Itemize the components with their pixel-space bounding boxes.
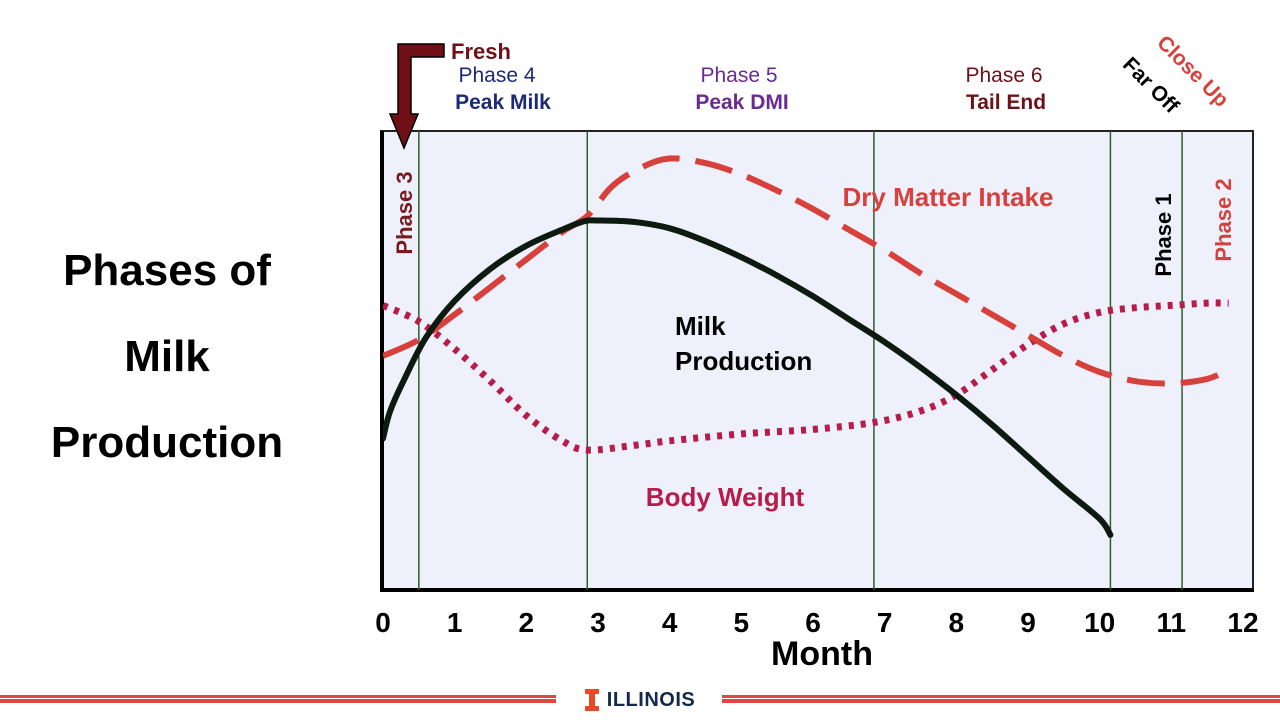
series-line-dmi — [383, 155, 1230, 387]
fresh-arrow — [388, 43, 445, 150]
x-tick-label-4: 4 — [662, 607, 678, 638]
footer-bar-right — [722, 695, 1280, 703]
x-axis-label: Month — [771, 635, 873, 673]
body-weight-label: Body Weight — [646, 482, 805, 512]
x-tick-label-11: 11 — [1157, 607, 1187, 638]
plot-background — [383, 131, 1253, 590]
dmi-label: Dry Matter Intake — [843, 182, 1054, 212]
illinois-brand: ILLINOIS — [560, 686, 720, 714]
phase3-label: Phase 3 — [392, 171, 417, 254]
fresh-label: Fresh — [451, 39, 511, 64]
series-layer — [383, 155, 1230, 538]
x-tick-label-1: 1 — [447, 607, 463, 638]
phase5-sub: Peak DMI — [695, 91, 788, 114]
x-tick-label-7: 7 — [877, 607, 893, 638]
side-title: Phases of Milk Production — [22, 228, 312, 486]
phase6-sub: Tail End — [966, 91, 1046, 114]
phase4-name: Phase 4 — [458, 64, 535, 87]
x-tick-label-10: 10 — [1084, 607, 1115, 638]
footer-bar-left — [0, 695, 556, 703]
phase4-sub: Peak Milk — [455, 91, 551, 114]
side-title-line-2: Milk — [124, 332, 210, 381]
x-tick-label-3: 3 — [590, 607, 606, 638]
phase6-name: Phase 6 — [965, 64, 1042, 87]
x-tick-labels: 0 1 2 3 4 5 6 7 8 9 10 11 12 — [375, 607, 1258, 638]
side-title-line-1: Phases of — [63, 246, 271, 295]
milk-label-line-2: Production — [675, 346, 812, 376]
illinois-block-i-icon — [584, 689, 599, 711]
side-title-line-3: Production — [50, 418, 284, 467]
x-tick-label-6: 6 — [805, 607, 821, 638]
x-tick-label-5: 5 — [734, 607, 750, 638]
series-line-milk — [383, 217, 1114, 538]
x-tick-label-8: 8 — [949, 607, 965, 638]
milk-label-line-1: Milk — [675, 311, 726, 341]
phase1-label: Phase 1 — [1151, 193, 1176, 276]
x-tick-label-2: 2 — [519, 607, 535, 638]
phase-boundaries — [418, 131, 1183, 590]
x-tick-label-12: 12 — [1227, 607, 1258, 638]
brand-name: ILLINOIS — [606, 688, 696, 711]
x-tick-label-9: 9 — [1020, 607, 1036, 638]
phase2-label: Phase 2 — [1211, 178, 1236, 261]
x-tick-label-0: 0 — [375, 607, 391, 638]
series-line-body-weight — [383, 299, 1229, 454]
phase5-name: Phase 5 — [700, 64, 777, 87]
